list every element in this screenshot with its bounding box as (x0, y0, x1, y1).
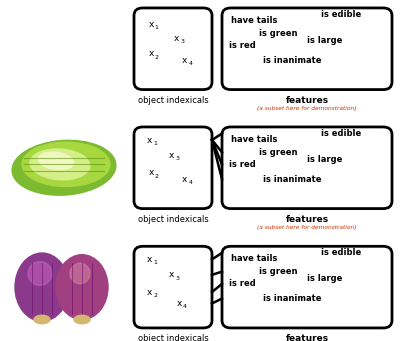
Text: is green: is green (260, 29, 298, 38)
Text: x: x (169, 270, 174, 279)
Text: is green: is green (260, 148, 298, 157)
Text: object indexicals: object indexicals (138, 215, 208, 224)
Text: x: x (148, 168, 154, 177)
Text: is edible: is edible (321, 129, 361, 138)
Text: is edible: is edible (321, 248, 361, 257)
FancyBboxPatch shape (134, 127, 212, 209)
Text: x: x (147, 287, 152, 297)
Text: x: x (148, 20, 154, 29)
Text: x: x (147, 255, 152, 264)
Text: (a subset here for demonstration): (a subset here for demonstration) (257, 106, 357, 111)
FancyBboxPatch shape (222, 127, 392, 209)
Text: x: x (182, 175, 187, 184)
Text: is edible: is edible (321, 10, 361, 19)
Text: is red: is red (229, 41, 256, 50)
Text: is inanimate: is inanimate (263, 175, 321, 184)
Text: is inanimate: is inanimate (263, 56, 321, 65)
Text: is red: is red (229, 279, 256, 288)
Text: 2: 2 (155, 55, 159, 60)
Text: have tails: have tails (230, 135, 277, 144)
Text: x: x (169, 151, 174, 160)
Text: 4: 4 (183, 305, 187, 309)
Ellipse shape (30, 149, 90, 180)
Text: features: features (286, 334, 328, 341)
Ellipse shape (34, 315, 50, 324)
FancyBboxPatch shape (222, 8, 392, 90)
Text: 4: 4 (188, 180, 192, 185)
Ellipse shape (70, 263, 90, 284)
Text: is green: is green (260, 267, 298, 276)
Text: 2: 2 (155, 174, 159, 179)
Ellipse shape (28, 262, 52, 285)
Ellipse shape (12, 140, 116, 195)
Text: 3: 3 (175, 276, 179, 281)
Text: 1: 1 (153, 260, 157, 265)
Text: x: x (176, 299, 182, 308)
Text: is red: is red (229, 160, 256, 169)
Text: have tails: have tails (230, 254, 277, 263)
Text: x: x (148, 49, 154, 58)
Ellipse shape (22, 142, 110, 187)
Ellipse shape (74, 315, 90, 324)
Text: is inanimate: is inanimate (263, 294, 321, 303)
Text: is large: is large (307, 36, 342, 45)
Text: have tails: have tails (230, 16, 277, 25)
Text: 1: 1 (155, 25, 159, 30)
Text: is large: is large (307, 275, 342, 283)
Text: x: x (147, 135, 152, 145)
Text: is large: is large (307, 155, 342, 164)
Text: object indexicals: object indexicals (138, 334, 208, 341)
Ellipse shape (15, 253, 69, 321)
Text: 4: 4 (188, 61, 192, 66)
Text: (a subset here for demonstration): (a subset here for demonstration) (257, 225, 357, 230)
FancyBboxPatch shape (134, 8, 212, 90)
Text: 3: 3 (180, 39, 184, 44)
Text: 1: 1 (153, 141, 157, 146)
Ellipse shape (56, 255, 108, 320)
Text: object indexicals: object indexicals (138, 96, 208, 105)
Text: features: features (286, 96, 328, 105)
FancyBboxPatch shape (134, 246, 212, 328)
Text: x: x (174, 34, 180, 43)
Ellipse shape (38, 152, 74, 170)
Text: 3: 3 (175, 157, 179, 161)
Text: 2: 2 (153, 293, 157, 298)
FancyBboxPatch shape (222, 246, 392, 328)
Text: features: features (286, 215, 328, 224)
Text: x: x (182, 56, 187, 65)
